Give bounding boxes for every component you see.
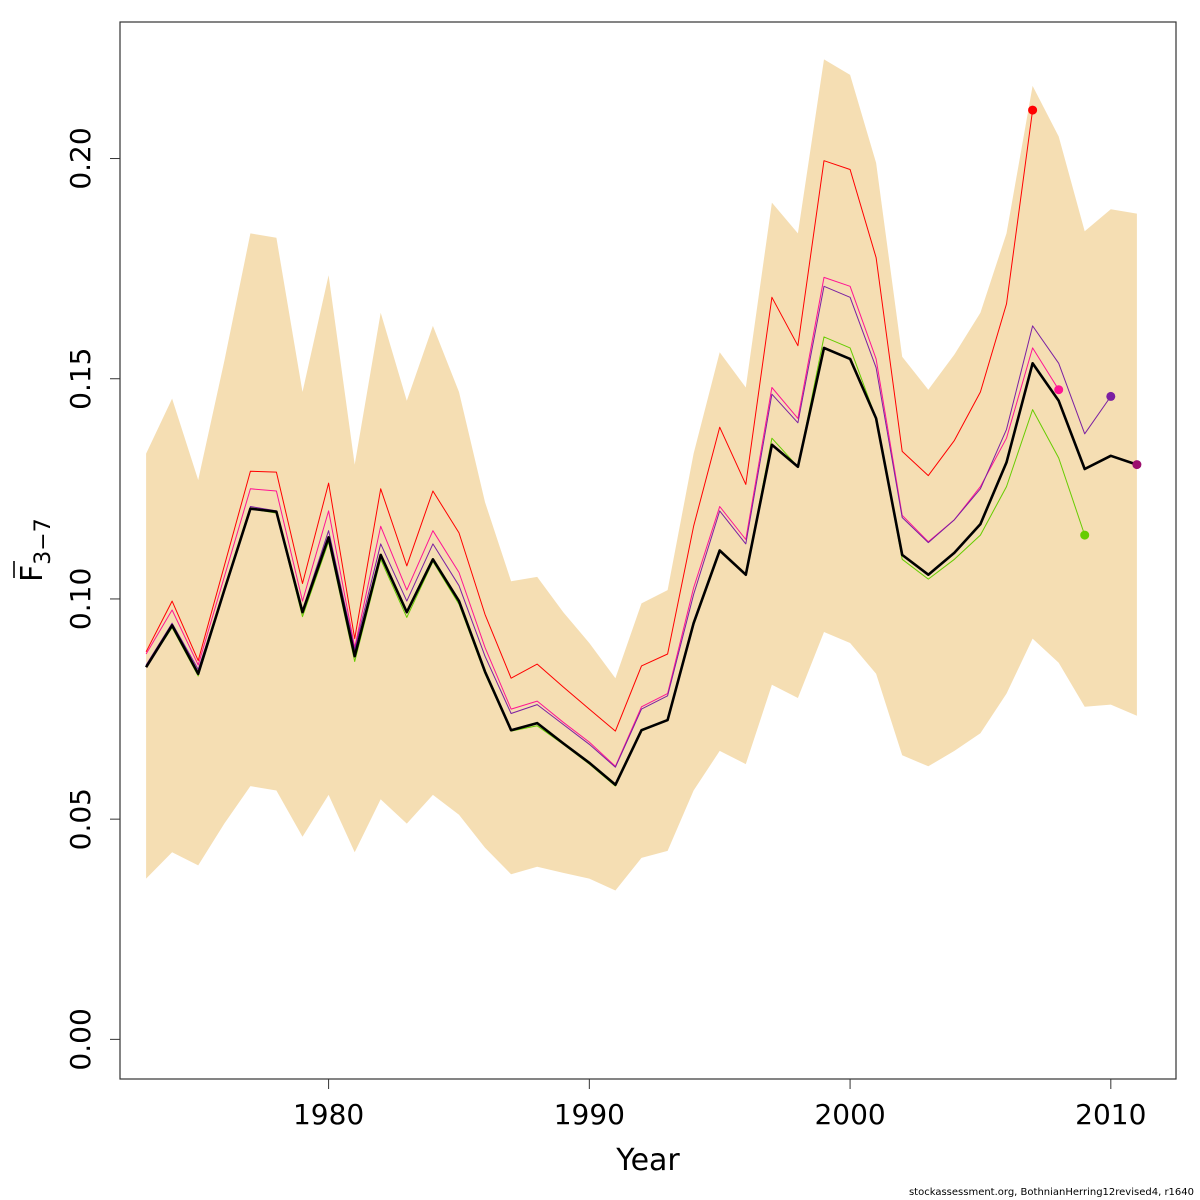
series-line-6 <box>144 346 1138 787</box>
series-line-1 <box>145 110 1034 732</box>
x-axis-title: Year <box>615 1143 680 1178</box>
x-tick-label: 1990 <box>554 1098 625 1131</box>
svg-text:F3−7: F3−7 <box>15 518 56 582</box>
x-tick-label: 2000 <box>814 1098 885 1131</box>
confidence-band-layer <box>146 59 1137 891</box>
series-end-point-4 <box>1080 530 1090 540</box>
y-tick-label: 0.10 <box>64 568 97 630</box>
series-line-2 <box>145 276 1060 767</box>
series-end-point-5 <box>1132 460 1142 470</box>
series-end-point-3 <box>1106 391 1116 401</box>
series-end-point-1 <box>1028 105 1038 115</box>
x-tick-label: 1980 <box>293 1098 364 1131</box>
footer-note: stockassessment.org, BothnianHerring12re… <box>908 1187 1194 1198</box>
confidence-band <box>146 59 1137 891</box>
y-axis: 0.00 0.05 0.10 0.15 0.20 <box>64 127 120 1071</box>
series-end-point-2 <box>1054 385 1064 395</box>
y-tick-label: 0.05 <box>64 788 97 850</box>
x-tick-label: 2010 <box>1075 1098 1146 1131</box>
series-line-4 <box>145 336 1086 787</box>
y-tick-label: 0.00 <box>64 1008 97 1070</box>
y-axis-title-main: F <box>15 565 50 582</box>
end-marker-layer <box>1028 105 1142 540</box>
y-axis-title: F3−7 <box>13 518 56 582</box>
y-axis-title-subscript: 3−7 <box>31 518 56 564</box>
y-tick-label: 0.15 <box>64 348 97 410</box>
y-tick-label: 0.20 <box>64 127 97 189</box>
plot-frame <box>119 21 1177 1080</box>
series-layer <box>144 110 1138 787</box>
x-axis: 1980 1990 2000 2010 <box>293 1079 1146 1131</box>
